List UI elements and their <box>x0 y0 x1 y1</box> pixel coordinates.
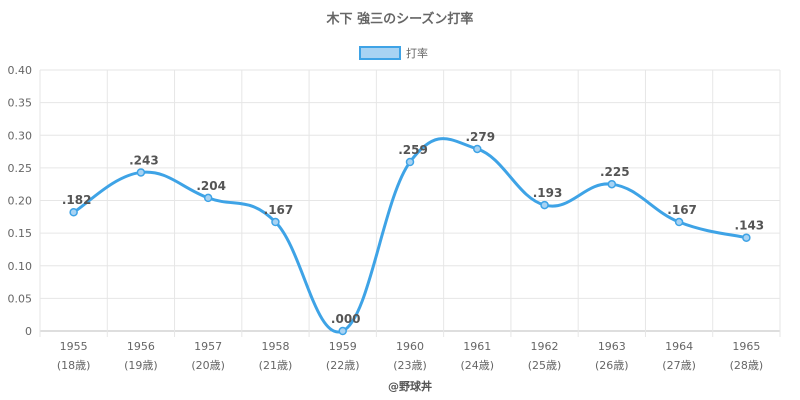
data-points <box>69 144 751 336</box>
chart-title: 木下 強三のシーズン打率 <box>326 11 474 27</box>
data-label: .204 <box>196 179 226 193</box>
x-tick-label: 1960 <box>396 340 424 353</box>
series-line <box>72 137 747 334</box>
x-axis: 1955 (18歳) 1956 (19歳) 1957 (20歳) 1958 (21歳) 1959… <box>57 340 763 372</box>
x-tick-age-label: (18歳) <box>57 359 91 372</box>
data-label: .167 <box>667 203 697 217</box>
y-tick-label: 0.10 <box>8 260 33 273</box>
data-label: .279 <box>465 130 495 144</box>
data-point <box>540 200 549 210</box>
y-tick-label: 0.30 <box>8 129 33 142</box>
legend-label: 打率 <box>406 46 428 60</box>
x-tick-label: 1959 <box>329 340 357 353</box>
y-tick-label: 0.05 <box>8 292 33 305</box>
y-tick-label: 0.15 <box>8 227 33 240</box>
data-point <box>674 217 684 227</box>
y-tick-label: 0.35 <box>8 97 33 110</box>
x-tick-label: 1963 <box>598 340 626 353</box>
x-tick-label: 1962 <box>531 340 559 353</box>
data-label: .143 <box>735 219 765 233</box>
x-tick-label: 1958 <box>261 340 289 353</box>
x-tick-age-label: (25歳) <box>528 359 562 372</box>
data-label: .167 <box>264 203 294 217</box>
x-tick-label: 1964 <box>665 340 693 353</box>
y-tick-label: 0.40 <box>8 64 33 77</box>
legend[interactable]: 打率 <box>359 46 428 60</box>
y-axis: 0 0.05 0.10 0.15 0.20 0.25 0.30 0.35 0.40 <box>8 64 33 338</box>
data-label: .193 <box>533 186 563 200</box>
x-tick-age-label: (19歳) <box>124 359 158 372</box>
x-tick-label: 1956 <box>127 340 155 353</box>
data-point <box>405 157 415 167</box>
data-point <box>473 144 482 154</box>
x-tick-label: 1955 <box>60 340 88 353</box>
data-label: .000 <box>331 312 361 326</box>
data-label: .243 <box>129 153 159 167</box>
data-point <box>136 168 146 177</box>
credit-text: @野球丼 <box>388 379 432 393</box>
y-tick-label: 0.20 <box>8 195 33 208</box>
x-tick-age-label: (27歳) <box>662 359 696 372</box>
x-tick-age-label: (20歳) <box>191 359 225 372</box>
y-tick-label: 0.25 <box>8 162 33 175</box>
x-tick-label: 1961 <box>463 340 491 353</box>
x-tick-age-label: (24歳) <box>460 359 494 372</box>
x-tick-label: 1965 <box>732 340 760 353</box>
x-tick-age-label: (28歳) <box>730 359 764 372</box>
data-point <box>338 326 347 336</box>
data-point <box>203 193 213 203</box>
data-point <box>271 217 280 227</box>
legend-swatch <box>359 46 401 60</box>
data-point <box>69 207 78 217</box>
x-tick-age-label: (26歳) <box>595 359 629 372</box>
x-tick-age-label: (22歳) <box>326 359 360 372</box>
data-label: .182 <box>62 193 92 207</box>
data-label: .225 <box>600 165 630 179</box>
data-labels: .182 .243 .204 .167 .000 .259 .279 .193 .225 .167… <box>62 130 764 326</box>
y-tick-label: 0 <box>25 325 32 338</box>
x-tick-age-label: (21歳) <box>259 359 293 372</box>
data-point <box>742 233 751 242</box>
data-label: .259 <box>398 143 428 157</box>
x-tick-label: 1957 <box>194 340 222 353</box>
data-point <box>607 179 617 189</box>
x-tick-age-label: (23歳) <box>393 359 427 372</box>
